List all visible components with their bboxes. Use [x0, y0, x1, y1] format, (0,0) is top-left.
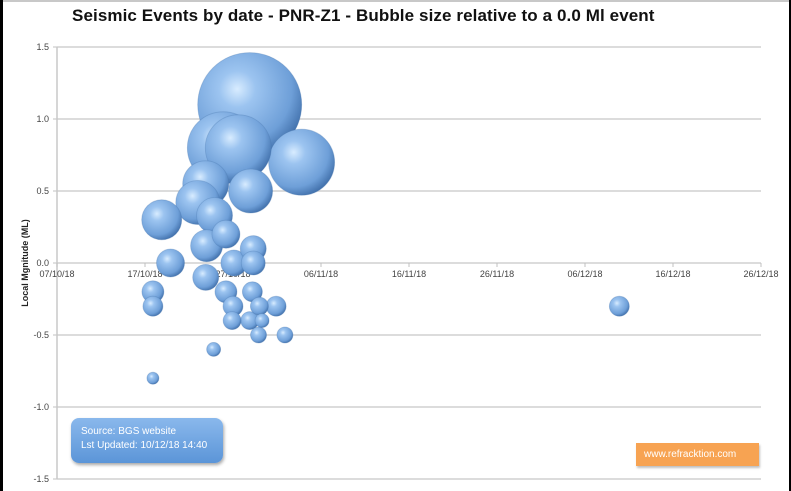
x-tick-label: 06/12/18 [567, 269, 602, 279]
y-axis-label: Local Mgnitude (ML) [20, 219, 30, 307]
bubble-series [141, 52, 630, 385]
bubble-point [240, 250, 266, 276]
y-tick-label: 1.0 [36, 114, 49, 124]
x-axis-ticks: 07/10/1817/10/1827/10/1806/11/1816/11/18… [39, 269, 778, 279]
source-annotation: Source: BGS website Lst Updated: 10/12/1… [71, 418, 223, 463]
y-tick-label: 1.5 [36, 42, 49, 52]
bubble-point [211, 219, 241, 249]
x-tick-label: 16/12/18 [655, 269, 690, 279]
bubble-point [249, 296, 269, 316]
x-tick-label: 16/11/18 [392, 269, 426, 279]
bubble-point [608, 295, 630, 317]
y-tick-label: -0.5 [33, 330, 49, 340]
x-tick-label: 06/11/18 [304, 269, 338, 279]
y-tick-label: -1.5 [33, 474, 49, 484]
x-tick-label: 26/11/18 [480, 269, 514, 279]
brand-link[interactable]: www.refracktion.com [636, 443, 759, 466]
bubble-point [141, 199, 183, 241]
x-tick-label: 17/10/18 [127, 269, 162, 279]
bubble-point [265, 295, 287, 317]
chart-frame [3, 0, 789, 491]
bubble-point [228, 168, 274, 214]
bubble-point [254, 313, 270, 329]
x-tick-label: 26/12/18 [743, 269, 778, 279]
bubble-point [276, 326, 294, 344]
y-tick-label: -1.0 [33, 402, 49, 412]
bubble-point [222, 311, 242, 331]
bubble-point [142, 295, 164, 317]
bubble-point [192, 263, 220, 291]
bubble-point [156, 248, 185, 278]
y-axis-ticks: 1.5 1.0 0.5 0.0 -0.5 -1.0 -1.5 [33, 42, 49, 484]
x-tick-label: 07/10/18 [39, 269, 74, 279]
chart-title: Seismic Events by date - PNR-Z1 - Bubble… [72, 6, 655, 25]
source-text: Source: BGS website [81, 426, 177, 437]
y-tick-label: 0.0 [36, 258, 49, 268]
y-tick-label: 0.5 [36, 186, 49, 196]
bubble-point [268, 128, 336, 196]
bubble-point [206, 341, 222, 357]
bubble-point [250, 326, 267, 344]
bubble-point [146, 371, 160, 385]
last-updated-text: Lst Updated: 10/12/18 14:40 [81, 440, 208, 451]
